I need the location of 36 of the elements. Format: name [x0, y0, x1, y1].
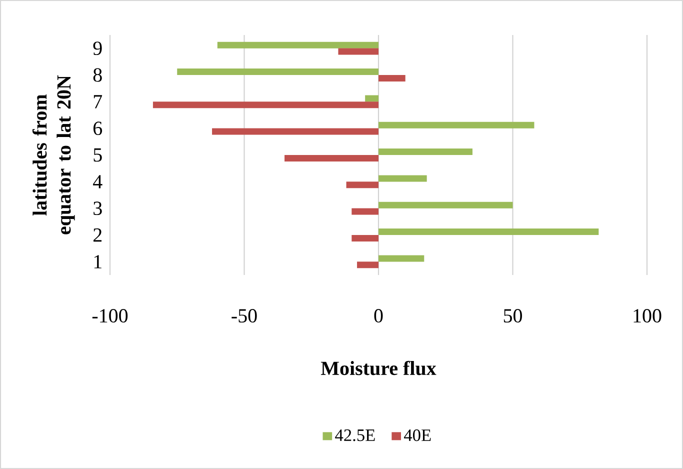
x-tick-label: 0	[374, 309, 383, 323]
y-tick-label: 2	[94, 228, 102, 242]
bar	[378, 255, 424, 262]
bar	[152, 102, 378, 108]
bar	[378, 122, 534, 128]
bar	[378, 202, 513, 208]
x-tick-label: -100	[92, 309, 128, 323]
bar	[357, 262, 378, 268]
y-axis-title: latitudes from equator to lat 20N	[32, 75, 75, 234]
bar	[212, 128, 378, 135]
bar	[352, 234, 378, 242]
y-tick-label: 8	[93, 68, 102, 82]
bar	[378, 74, 406, 82]
bar	[365, 95, 378, 102]
bar	[284, 154, 378, 162]
y-tick-label: 9	[93, 42, 102, 56]
bar	[378, 228, 599, 236]
legend-label: 40E	[404, 429, 431, 442]
y-tick-label: 1	[94, 255, 102, 268]
legend-label: 42.5E	[335, 429, 375, 442]
y-tick-label: 7	[94, 95, 102, 108]
bar	[217, 42, 378, 48]
x-axis-title: Moisture flux	[320, 360, 436, 376]
bar	[177, 68, 378, 76]
x-tick-label: 50	[504, 309, 522, 323]
bar	[352, 208, 378, 215]
bar	[346, 182, 378, 188]
y-tick-label: 5	[94, 148, 102, 162]
x-tick-label: -50	[232, 309, 257, 323]
y-tick-label: 3	[94, 202, 102, 216]
y-tick-label: 6	[93, 122, 102, 136]
x-tick-label: 100	[634, 309, 662, 323]
y-tick-label: 4	[93, 175, 102, 188]
bar	[378, 148, 472, 156]
bar	[338, 48, 378, 55]
bar	[378, 175, 427, 182]
